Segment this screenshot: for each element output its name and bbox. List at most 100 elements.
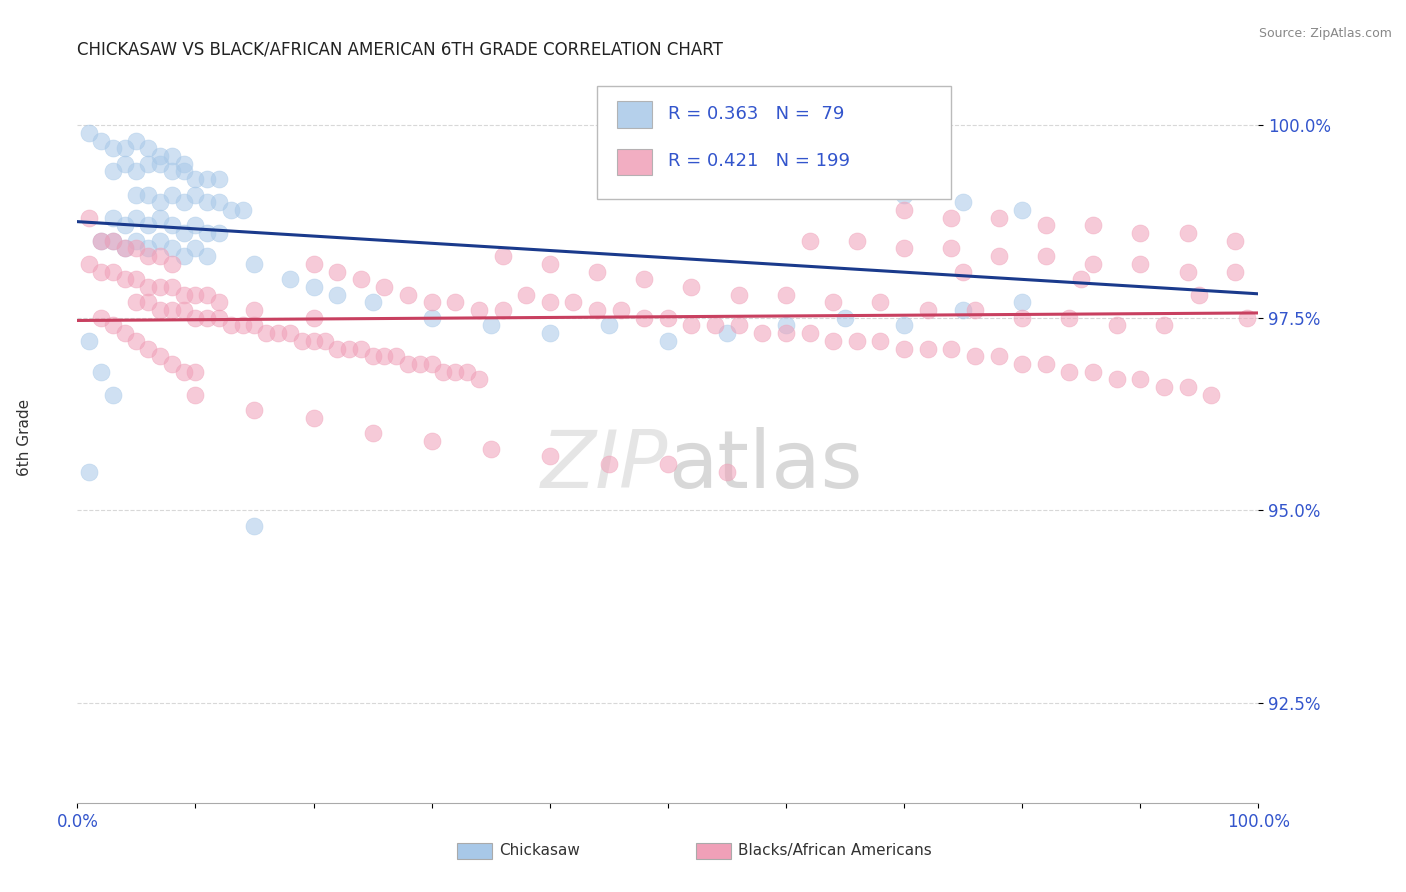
Point <box>184 172 207 186</box>
Point <box>775 318 797 333</box>
Point <box>291 334 314 348</box>
Point <box>243 518 266 533</box>
Point <box>101 318 124 333</box>
Point <box>326 342 349 356</box>
Point <box>893 318 915 333</box>
Point <box>775 172 797 186</box>
Point <box>136 295 159 310</box>
Point <box>1081 365 1104 379</box>
Point <box>160 357 183 371</box>
Point <box>232 202 254 217</box>
Point <box>136 342 159 356</box>
Point <box>373 349 395 363</box>
Point <box>208 226 231 240</box>
Point <box>149 249 172 263</box>
Point <box>775 287 797 301</box>
Point <box>538 450 561 464</box>
Point <box>598 318 620 333</box>
Text: Chickasaw: Chickasaw <box>499 844 581 858</box>
Point <box>184 310 207 325</box>
Point <box>302 310 325 325</box>
Point <box>350 272 373 286</box>
Text: Source: ZipAtlas.com: Source: ZipAtlas.com <box>1258 27 1392 40</box>
Point <box>681 318 703 333</box>
Point <box>893 242 915 256</box>
Point <box>396 287 419 301</box>
Point <box>716 465 738 479</box>
Point <box>136 249 159 263</box>
Point <box>799 326 821 340</box>
Point <box>125 234 148 248</box>
Point <box>941 211 963 225</box>
Point <box>114 326 136 340</box>
Point <box>90 134 112 148</box>
Point <box>1035 249 1057 263</box>
Point <box>1105 372 1128 386</box>
Point <box>267 326 290 340</box>
Point <box>952 195 974 210</box>
Point <box>941 342 963 356</box>
Point <box>1105 318 1128 333</box>
Point <box>101 388 124 402</box>
Point <box>479 318 502 333</box>
Point <box>681 280 703 294</box>
Point <box>385 349 408 363</box>
Point <box>184 242 207 256</box>
Point <box>125 295 148 310</box>
Point <box>987 249 1010 263</box>
Point <box>751 326 773 340</box>
Point <box>208 310 231 325</box>
Point <box>1011 310 1033 325</box>
Point <box>1129 372 1152 386</box>
Point <box>834 179 856 194</box>
Point <box>125 242 148 256</box>
Point <box>125 272 148 286</box>
Point <box>657 157 679 171</box>
Point <box>149 280 172 294</box>
Point <box>963 349 986 363</box>
Point <box>149 303 172 318</box>
Point <box>845 234 868 248</box>
Point <box>716 164 738 178</box>
Point <box>1153 318 1175 333</box>
Point <box>125 211 148 225</box>
Point <box>337 342 360 356</box>
Point <box>173 157 195 171</box>
Point <box>90 310 112 325</box>
Point <box>195 172 218 186</box>
Point <box>114 219 136 233</box>
Point <box>125 187 148 202</box>
Point <box>361 426 384 441</box>
Point <box>350 342 373 356</box>
Point <box>893 187 915 202</box>
Point <box>149 349 172 363</box>
Text: atlas: atlas <box>668 427 862 506</box>
Point <box>208 172 231 186</box>
Point <box>941 242 963 256</box>
Point <box>90 365 112 379</box>
Point <box>409 357 432 371</box>
Point <box>184 219 207 233</box>
Point <box>869 334 891 348</box>
Point <box>396 357 419 371</box>
Point <box>136 187 159 202</box>
Point <box>657 310 679 325</box>
Point <box>101 264 124 278</box>
Point <box>1035 219 1057 233</box>
Point <box>657 334 679 348</box>
Point <box>160 149 183 163</box>
Point <box>195 310 218 325</box>
Point <box>893 202 915 217</box>
Point <box>160 257 183 271</box>
Point <box>125 134 148 148</box>
Point <box>893 342 915 356</box>
Point <box>149 211 172 225</box>
Point <box>1070 272 1092 286</box>
Point <box>219 202 242 217</box>
Point <box>326 264 349 278</box>
Point <box>160 219 183 233</box>
Point <box>208 295 231 310</box>
Point <box>963 303 986 318</box>
Point <box>1129 226 1152 240</box>
Point <box>1129 257 1152 271</box>
